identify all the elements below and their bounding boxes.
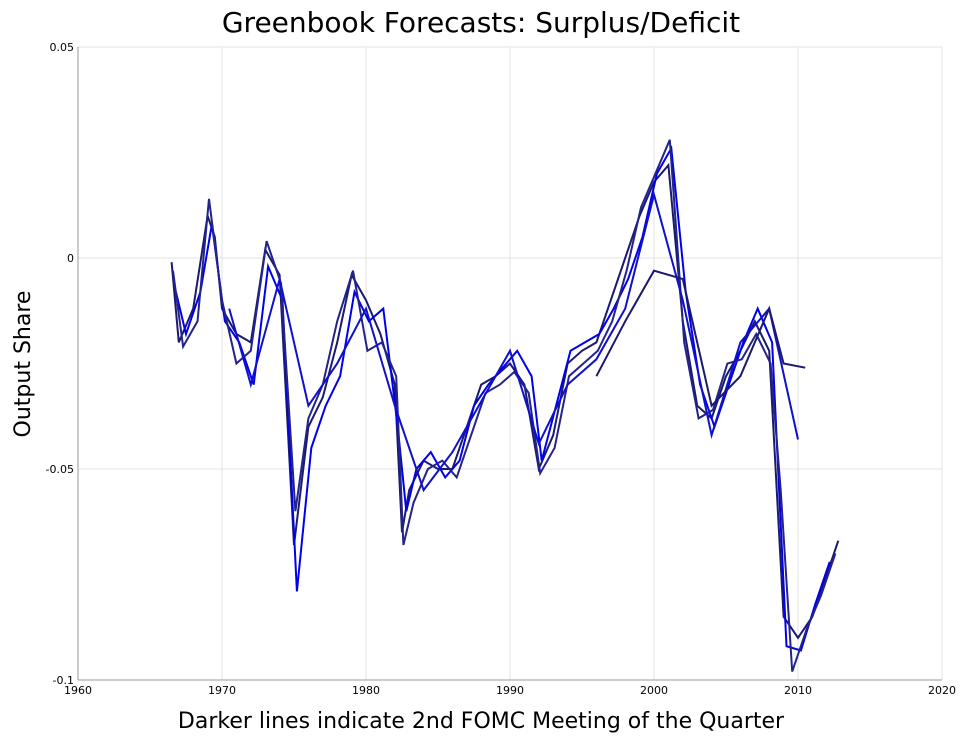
y-tick-label: -0.05 — [46, 463, 74, 476]
x-tick-label: 2000 — [640, 684, 668, 697]
x-tick-label: 1970 — [208, 684, 236, 697]
series-line — [595, 269, 806, 408]
y-axis-label: Output Share — [11, 291, 36, 438]
x-tick-label: 1960 — [64, 684, 92, 697]
series-line — [170, 162, 840, 640]
y-tick-label: 0 — [67, 252, 74, 265]
x-tick-label: 2020 — [928, 684, 956, 697]
chart-title: Greenbook Forecasts: Surplus/Deficit — [222, 6, 740, 39]
x-axis-label: Darker lines indicate 2nd FOMC Meeting o… — [178, 709, 785, 734]
x-tick-label: 1980 — [352, 684, 380, 697]
x-tick-label: 2010 — [784, 684, 812, 697]
y-tick-label: 0.05 — [50, 41, 75, 54]
y-tick-label: -0.1 — [53, 674, 74, 687]
x-tick-label: 1990 — [496, 684, 524, 697]
series-line — [228, 190, 799, 493]
